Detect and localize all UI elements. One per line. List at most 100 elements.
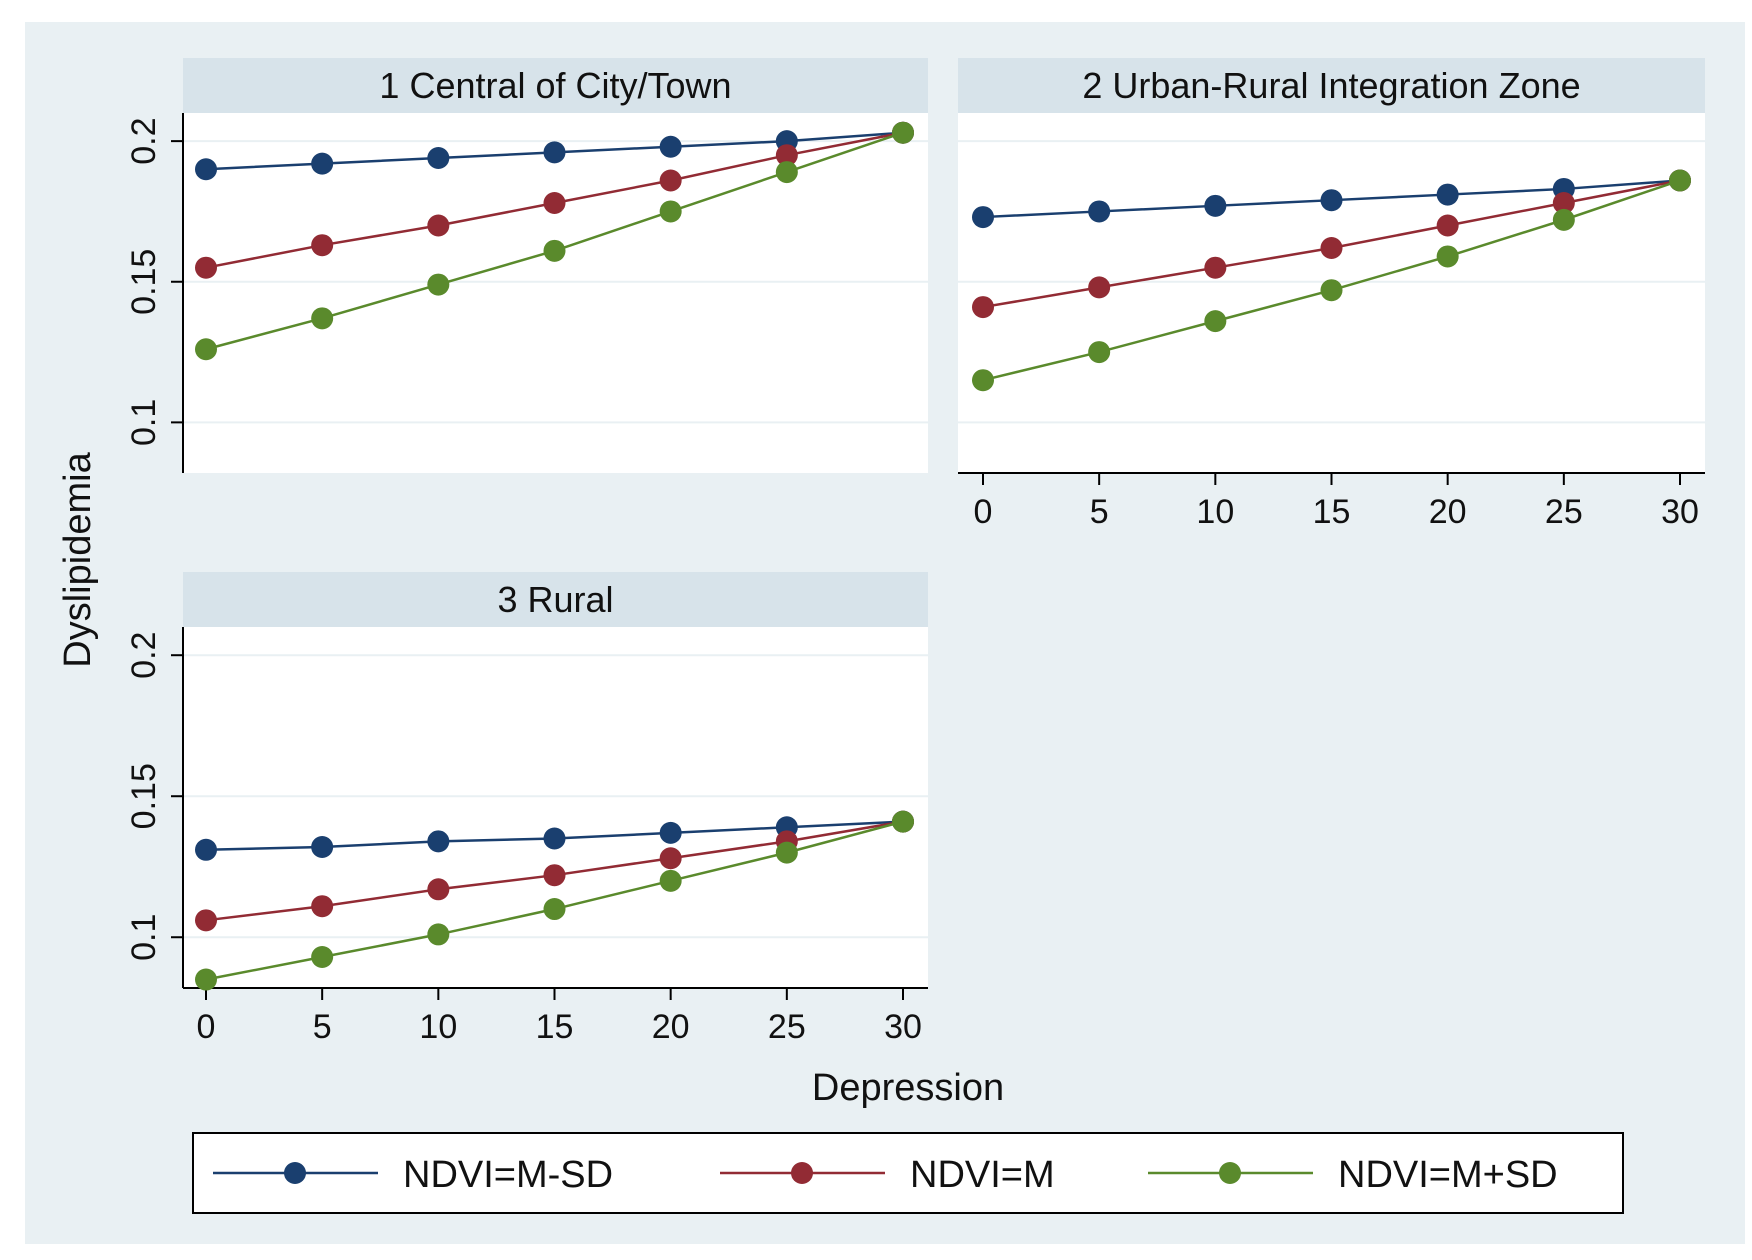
panel-title-strip xyxy=(958,58,1705,113)
plot-area xyxy=(183,113,928,473)
legend-item: NDVI=M-SD xyxy=(213,1154,613,1196)
data-point xyxy=(195,968,217,991)
data-point xyxy=(1436,245,1459,268)
data-point xyxy=(659,135,682,158)
data-point xyxy=(972,296,994,319)
legend-label: NDVI=M-SD xyxy=(403,1154,613,1196)
data-point xyxy=(311,945,334,968)
data-point xyxy=(1320,189,1343,212)
panel-title-strip xyxy=(183,572,928,627)
series-ndvi-m-sd xyxy=(195,810,914,861)
legend: NDVI=M-SD NDVI=M NDVI=M+SD xyxy=(192,1132,1624,1214)
data-point xyxy=(659,869,682,892)
data-point xyxy=(427,923,450,946)
x-tick-label: 5 xyxy=(1090,493,1109,531)
data-point xyxy=(972,369,994,392)
x-tick-label: 5 xyxy=(313,1008,332,1046)
y-tick-label: 0.1 xyxy=(125,914,163,961)
data-point xyxy=(892,810,914,833)
data-point xyxy=(311,835,334,858)
y-tick-label: 0.2 xyxy=(125,632,163,679)
data-point xyxy=(427,214,450,237)
data-point xyxy=(1669,169,1691,192)
panel-title-strip xyxy=(183,58,928,113)
data-point xyxy=(427,273,450,296)
data-point xyxy=(1204,310,1227,333)
legend-swatch-marker xyxy=(284,1162,306,1184)
data-point xyxy=(1436,214,1459,237)
data-point xyxy=(195,158,217,181)
x-tick-label: 10 xyxy=(1196,493,1234,531)
data-point xyxy=(1552,208,1575,231)
x-tick-label: 15 xyxy=(536,1008,574,1046)
x-tick-label: 20 xyxy=(1429,493,1467,531)
data-point xyxy=(659,847,682,870)
data-point xyxy=(311,307,334,330)
legend-item: NDVI=M+SD xyxy=(1148,1154,1558,1196)
x-tick-label: 25 xyxy=(1545,493,1583,531)
panel-1: 1 Central of City/Town 0.1 0.15 0.2 xyxy=(125,58,928,473)
data-point xyxy=(1320,279,1343,302)
y-tick-label: 0.2 xyxy=(125,117,163,164)
data-point xyxy=(427,830,450,853)
x-tick-label: 15 xyxy=(1313,493,1351,531)
panel-title: 1 Central of City/Town xyxy=(379,65,731,106)
x-axis-label: Depression xyxy=(812,1067,1004,1109)
x-tick-label: 30 xyxy=(1661,493,1699,531)
legend-box xyxy=(192,1132,1624,1214)
x-tick-label: 10 xyxy=(419,1008,457,1046)
panel-title: 3 Rural xyxy=(497,579,613,620)
x-tick-label: 0 xyxy=(974,493,993,531)
data-point xyxy=(543,827,566,850)
x-tick-label: 0 xyxy=(197,1008,216,1046)
data-point xyxy=(195,909,217,932)
data-point xyxy=(659,200,682,223)
data-point xyxy=(311,895,334,918)
data-point xyxy=(1204,194,1227,217)
x-tick-label: 25 xyxy=(768,1008,806,1046)
data-point xyxy=(972,206,994,229)
data-point xyxy=(1436,183,1459,206)
data-point xyxy=(775,841,798,864)
legend-item: NDVI=M xyxy=(720,1154,1055,1196)
y-tick-label: 0.15 xyxy=(125,763,163,829)
panel-title: 2 Urban-Rural Integration Zone xyxy=(1082,65,1580,106)
data-point xyxy=(195,838,217,861)
y-tick-label: 0.1 xyxy=(125,399,163,446)
legend-label: NDVI=M+SD xyxy=(1338,1154,1558,1196)
legend-swatch-marker xyxy=(1219,1162,1241,1184)
data-point xyxy=(775,161,798,184)
data-point xyxy=(195,338,217,361)
data-point xyxy=(543,898,566,921)
data-point xyxy=(1088,200,1111,223)
data-point xyxy=(195,256,217,279)
legend-label: NDVI=M xyxy=(910,1154,1055,1196)
data-point xyxy=(892,121,914,144)
data-point xyxy=(427,878,450,901)
data-point xyxy=(543,141,566,164)
data-point xyxy=(1552,192,1575,214)
series-ndvi-m-sd xyxy=(195,810,914,991)
data-point xyxy=(543,192,566,214)
data-point xyxy=(1088,341,1111,364)
data-point xyxy=(659,169,682,192)
data-point xyxy=(427,147,450,169)
data-point xyxy=(311,234,334,257)
x-tick-label: 20 xyxy=(652,1008,690,1046)
legend-swatch-marker xyxy=(791,1162,813,1184)
plot-area xyxy=(183,627,928,988)
data-point xyxy=(659,821,682,844)
x-tick-label: 30 xyxy=(884,1008,922,1046)
panel-3: 3 Rural 0.1 0.15 0.2 0 5 10 15 20 25 30 xyxy=(125,572,928,1046)
panel-2: 2 Urban-Rural Integration Zone 0 5 10 15 20 25… xyxy=(958,58,1705,531)
data-point xyxy=(543,864,566,887)
series-ndvi-m-sd xyxy=(972,169,1691,392)
data-point xyxy=(543,239,566,262)
data-point xyxy=(1088,276,1111,299)
y-tick-label: 0.15 xyxy=(125,249,163,315)
data-point xyxy=(311,152,334,175)
data-point xyxy=(1204,256,1227,279)
data-point xyxy=(775,144,798,167)
y-axis-label: Dyslipidemia xyxy=(57,451,99,667)
